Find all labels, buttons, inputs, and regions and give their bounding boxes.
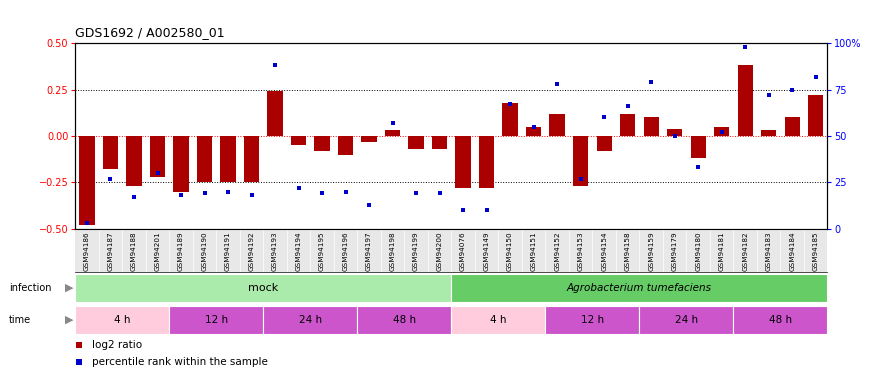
Text: GSM94179: GSM94179: [672, 231, 678, 270]
Text: GSM94181: GSM94181: [719, 231, 725, 270]
Bar: [409, 136, 424, 149]
Bar: [432, 136, 447, 149]
Bar: [737, 65, 753, 136]
Text: GSM94188: GSM94188: [131, 231, 137, 270]
Text: GSM94184: GSM94184: [789, 231, 796, 270]
Text: GSM94199: GSM94199: [413, 231, 419, 270]
Text: mock: mock: [248, 283, 279, 293]
Text: GSM94152: GSM94152: [554, 231, 560, 270]
Bar: [169, 306, 264, 334]
Text: GSM94197: GSM94197: [366, 231, 372, 270]
Text: 24 h: 24 h: [299, 315, 322, 325]
Bar: [808, 95, 823, 136]
Bar: [103, 136, 118, 170]
Text: GSM94189: GSM94189: [178, 231, 184, 270]
Text: GSM94187: GSM94187: [107, 231, 113, 270]
Text: GSM94185: GSM94185: [812, 231, 819, 270]
Bar: [127, 136, 142, 186]
Text: GSM94194: GSM94194: [296, 231, 302, 270]
Bar: [503, 102, 518, 136]
Text: GSM94076: GSM94076: [460, 231, 466, 270]
Bar: [244, 136, 259, 182]
Text: GSM94198: GSM94198: [389, 231, 396, 270]
Bar: [338, 136, 353, 154]
Text: ▶: ▶: [65, 315, 73, 325]
Text: GSM94195: GSM94195: [319, 231, 325, 270]
Text: GSM94153: GSM94153: [578, 231, 583, 270]
Text: GSM94200: GSM94200: [436, 231, 442, 270]
Text: ▶: ▶: [65, 283, 73, 293]
Bar: [173, 136, 189, 192]
Text: GSM94193: GSM94193: [272, 231, 278, 270]
Text: 4 h: 4 h: [114, 315, 130, 325]
Text: 12 h: 12 h: [204, 315, 227, 325]
Bar: [545, 306, 639, 334]
Bar: [220, 136, 235, 182]
Text: 24 h: 24 h: [675, 315, 698, 325]
Bar: [761, 130, 776, 136]
Bar: [479, 136, 494, 188]
Bar: [80, 136, 95, 225]
Bar: [734, 306, 827, 334]
Text: GSM94158: GSM94158: [625, 231, 631, 270]
Text: GSM94149: GSM94149: [483, 231, 489, 270]
Bar: [573, 136, 589, 186]
Text: GSM94201: GSM94201: [155, 231, 160, 270]
Text: GSM94190: GSM94190: [202, 231, 207, 270]
Text: 4 h: 4 h: [490, 315, 506, 325]
Bar: [639, 306, 734, 334]
Bar: [785, 117, 800, 136]
Text: GSM94159: GSM94159: [648, 231, 654, 270]
Text: GSM94183: GSM94183: [766, 231, 772, 270]
Text: 48 h: 48 h: [393, 315, 416, 325]
Bar: [358, 306, 451, 334]
Bar: [620, 114, 635, 136]
Bar: [75, 274, 451, 302]
Text: GSM94196: GSM94196: [342, 231, 349, 270]
Text: GDS1692 / A002580_01: GDS1692 / A002580_01: [75, 26, 225, 39]
Text: GSM94192: GSM94192: [249, 231, 255, 270]
Text: GSM94150: GSM94150: [507, 231, 513, 270]
Text: GSM94182: GSM94182: [743, 231, 748, 270]
Bar: [150, 136, 165, 177]
Bar: [550, 114, 565, 136]
Text: GSM94154: GSM94154: [601, 231, 607, 270]
Text: percentile rank within the sample: percentile rank within the sample: [92, 357, 267, 367]
Bar: [456, 136, 471, 188]
Text: time: time: [9, 315, 31, 325]
Bar: [361, 136, 377, 141]
Text: 48 h: 48 h: [769, 315, 792, 325]
Bar: [690, 136, 706, 158]
Bar: [196, 136, 212, 182]
Text: GSM94186: GSM94186: [84, 231, 90, 270]
Text: 12 h: 12 h: [581, 315, 604, 325]
Bar: [314, 136, 330, 151]
Text: GSM94180: GSM94180: [696, 231, 701, 270]
Bar: [451, 274, 827, 302]
Bar: [264, 306, 358, 334]
Text: infection: infection: [9, 283, 51, 293]
Bar: [75, 306, 169, 334]
Bar: [267, 92, 282, 136]
Text: Agrobacterium tumefaciens: Agrobacterium tumefaciens: [567, 283, 712, 293]
Text: GSM94151: GSM94151: [531, 231, 536, 270]
Text: log2 ratio: log2 ratio: [92, 340, 142, 350]
Bar: [667, 129, 682, 136]
Bar: [291, 136, 306, 145]
Bar: [596, 136, 612, 151]
Bar: [451, 306, 545, 334]
Text: GSM94191: GSM94191: [225, 231, 231, 270]
Bar: [526, 127, 542, 136]
Bar: [714, 127, 729, 136]
Bar: [643, 117, 658, 136]
Bar: [385, 130, 400, 136]
